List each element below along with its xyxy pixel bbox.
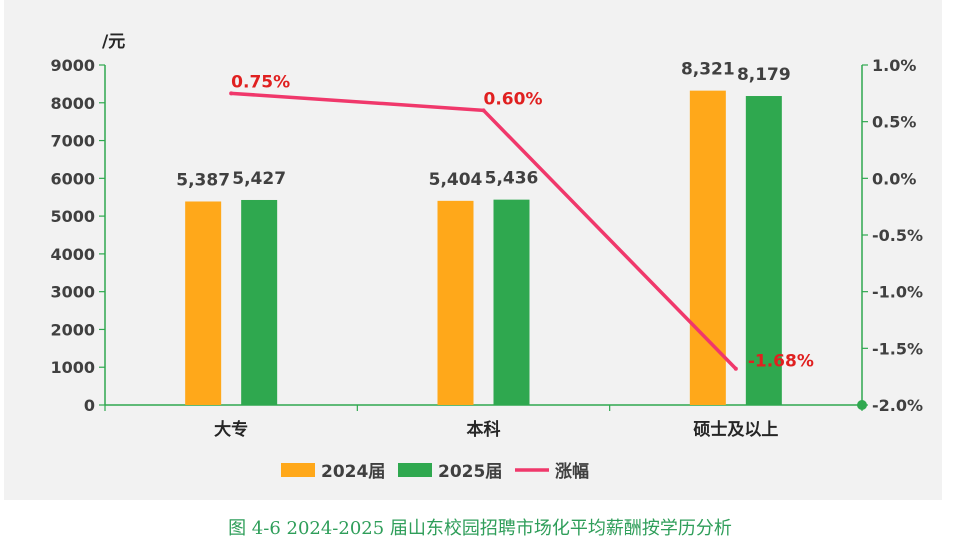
bar-2024届-大专 [185,201,222,405]
left-axis-unit-label: /元 [102,32,125,52]
legend-label: 涨幅 [555,461,589,482]
chart-panel: 0 1000 2000 3000 4000 5000 6000 7000 8000 9000 1.… [4,0,942,500]
bar-data-label: 5,427 [232,169,286,189]
left-axis-tick-label: 2000 [50,320,95,339]
left-axis-tick-label: 7000 [50,132,95,151]
legend-swatch-2025届 [398,463,432,477]
right-axis-tick-label: -2.0% [872,396,923,415]
legend-swatch-2024届 [281,463,315,477]
bar-2025届-本科 [493,199,530,405]
bar-2025届-硕士及以上 [745,96,782,405]
bar-data-label: 8,179 [737,65,791,85]
combo-chart: 0 1000 2000 3000 4000 5000 6000 7000 8000 9000 1.… [50,32,923,482]
right-axis-tick-label: 1.0% [872,56,916,75]
left-axis-tick-label: 5000 [50,207,95,226]
bar-data-label: 5,436 [485,169,539,189]
bar-data-label: 5,387 [176,170,230,190]
right-axis-tick-label: 0.0% [872,169,916,188]
left-axis-tick-label: 4000 [50,245,95,264]
left-axis-tick-label: 8000 [50,94,95,113]
right-axis-tick-label: 0.5% [872,113,916,132]
line-point [481,108,486,113]
right-axis-tick-label: -0.5% [872,226,923,245]
line-point [733,366,738,371]
line-data-label: -1.68% [748,352,814,372]
x-axis-category-label: 大专 [214,419,248,440]
x-axis-category-label: 硕士及以上 [693,419,778,440]
bar-data-label: 5,404 [429,170,483,190]
left-axis-tick-label: 1000 [50,358,95,377]
figure-caption: 图 4-6 2024-2025 届山东校园招聘市场化平均薪酬按学历分析 [228,518,732,539]
line-涨幅 [231,91,738,370]
left-axis-tick-label: 0 [84,396,95,415]
legend-label: 2025届 [438,462,502,482]
line-point [229,91,234,96]
right-axis-tick-label: -1.0% [872,283,923,302]
left-axis-tick-label: 6000 [50,169,95,188]
left-axis-tick-label: 9000 [50,56,95,75]
x-axis-category-label: 本科 [467,419,501,440]
left-axis-tick-label: 3000 [50,283,95,302]
line-data-label: 0.60% [484,89,543,109]
right-axis-tick-label: -1.5% [872,339,923,358]
bar-2025届-大专 [241,199,278,405]
legend-label: 2024届 [321,462,385,482]
bar-2024届-本科 [437,200,474,405]
bar-2024届-硕士及以上 [689,90,726,405]
line-data-label: 0.75% [231,72,290,92]
bar-data-label: 8,321 [681,60,735,80]
